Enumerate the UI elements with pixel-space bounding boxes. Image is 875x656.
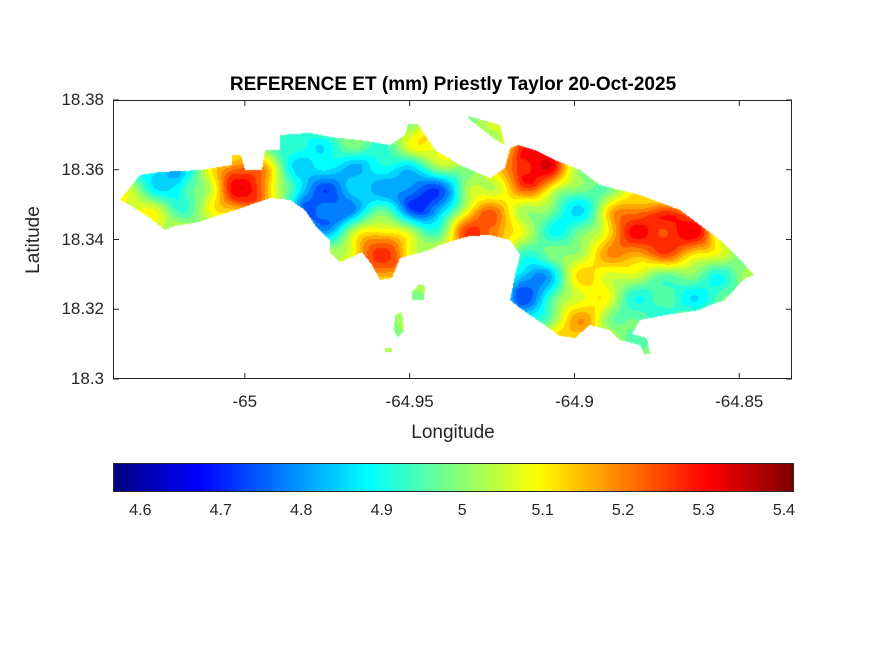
et-hotspot-16 [696,281,704,289]
colorbar [113,463,794,492]
x-tick-label: -64.9 [555,392,594,411]
et-hotspot-17 [566,316,574,324]
colorbar-tick-label: 4.7 [209,502,232,519]
et-hotspot-5 [424,189,432,197]
et-hotspot-14 [531,289,539,297]
et-hotspot-8 [376,251,384,259]
et-hotspot-11 [570,211,578,219]
colorbar-tick-label: 4.8 [290,502,313,519]
et-hotspot-13 [679,231,687,239]
y-tick-label: 18.36 [61,159,104,179]
et-hotspot-15 [587,267,595,275]
et-hotspot-0 [155,178,163,186]
et-hotspot-18 [636,298,644,306]
et-hotspot-2 [241,181,249,189]
x-tick-label: -65 [232,392,258,411]
et-hotspot-6 [366,176,374,184]
y-tick-label: 18.3 [70,369,104,388]
y-tick-label: 18.32 [61,299,104,319]
colorbar-tick-label: 4.9 [370,502,393,519]
chart-title: REFERENCE ET (mm) Priestly Taylor 20-Oct… [229,74,677,95]
et-heatmap [113,100,792,379]
x-tick-label: -64.95 [385,392,434,411]
y-tick-label: 18.38 [61,90,104,109]
et-hotspot-1 [135,206,143,214]
colorbar-tick-label: 4.6 [129,502,152,519]
et-hotspot-9 [475,226,483,234]
y-tick-label: 18.34 [61,229,104,249]
et-hotspot-7 [435,146,443,154]
colorbar-tick-label: 5 [457,502,467,519]
et-hotspot-10 [531,161,539,169]
x-axis-label: Longitude [411,422,495,443]
y-axis-label: Latitude [23,206,44,274]
colorbar-tick-label: 5.3 [692,502,715,519]
et-hotspot-12 [626,226,634,234]
colorbar-tick-label: 5.2 [611,502,635,519]
x-tick-label: -64.85 [715,392,764,411]
colorbar-tick-label: 5.4 [772,502,796,519]
colorbar-tick-label: 5.1 [531,502,554,519]
et-hotspot-4 [320,201,328,209]
et-hotspot-3 [297,152,305,160]
